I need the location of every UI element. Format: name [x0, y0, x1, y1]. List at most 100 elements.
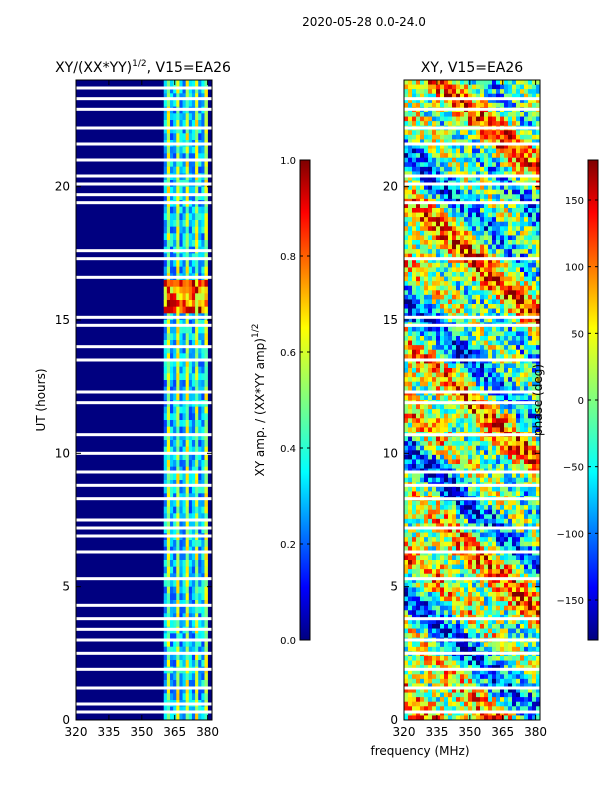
- heatmap-cell: [412, 258, 417, 264]
- heatmap-cell: [500, 235, 505, 241]
- heatmap-cell: [492, 386, 497, 392]
- heatmap-cell: [440, 464, 445, 469]
- heatmap-cell: [432, 226, 437, 232]
- heatmap-cell: [204, 686, 208, 694]
- heatmap-cell: [480, 89, 485, 95]
- heatmap-cell: [472, 354, 477, 360]
- heatmap-cell: [416, 546, 421, 552]
- heatmap-cell: [492, 413, 497, 419]
- heatmap-cell: [528, 409, 533, 415]
- heatmap-cell: [532, 171, 537, 177]
- heatmap-cell: [512, 340, 517, 346]
- heatmap-cell: [432, 116, 437, 122]
- heatmap-cell: [170, 420, 174, 427]
- heatmap-cell: [452, 249, 457, 255]
- heatmap-cell: [528, 528, 533, 533]
- heatmap-cell: [420, 93, 425, 99]
- heatmap-cell: [524, 80, 529, 85]
- heatmap-cell: [488, 363, 493, 369]
- heatmap-cell: [412, 413, 417, 419]
- heatmap-cell: [488, 258, 493, 264]
- heatmap-cell: [468, 299, 473, 305]
- heatmap-cell: [536, 304, 540, 309]
- heatmap-cell: [444, 308, 449, 314]
- heatmap-cell: [460, 500, 465, 506]
- heatmap-cell: [170, 386, 174, 394]
- heatmap-cell: [492, 368, 497, 373]
- heatmap-cell: [488, 153, 493, 159]
- x-tick-label: 365: [163, 725, 186, 739]
- heatmap-cell: [488, 294, 493, 300]
- heatmap-cell: [488, 532, 493, 538]
- heatmap-cell: [440, 441, 445, 447]
- heatmap-cell: [198, 653, 202, 661]
- heatmap-cell: [488, 427, 493, 433]
- heatmap-cell: [464, 409, 469, 415]
- heatmap-cell: [488, 422, 493, 428]
- heatmap-cell: [520, 523, 525, 529]
- heatmap-cell: [524, 368, 529, 373]
- heatmap-cell: [472, 381, 477, 387]
- heatmap-cell: [468, 372, 473, 378]
- heatmap-cell: [456, 116, 461, 122]
- heatmap-cell: [460, 505, 465, 511]
- heatmap-cell: [528, 354, 533, 360]
- heatmap-cell: [179, 153, 183, 161]
- heatmap-cell: [420, 185, 425, 191]
- heatmap-cell: [182, 360, 186, 367]
- heatmap-cell: [500, 477, 505, 483]
- heatmap-cell: [460, 299, 465, 305]
- heatmap-cell: [524, 413, 529, 419]
- heatmap-cell: [460, 258, 465, 264]
- heatmap-cell: [191, 560, 196, 567]
- heatmap-cell: [436, 459, 441, 465]
- heatmap-cell: [524, 395, 529, 401]
- heatmap-cell: [179, 446, 183, 454]
- heatmap-cell: [508, 491, 513, 497]
- heatmap-cell: [476, 130, 481, 136]
- heatmap-cell: [428, 500, 433, 506]
- heatmap-cell: [528, 445, 533, 451]
- heatmap-cell: [452, 441, 457, 447]
- heatmap-cell: [480, 290, 485, 296]
- heatmap-cell: [496, 294, 501, 300]
- heatmap-cell: [444, 336, 449, 341]
- heatmap-cell: [500, 395, 505, 401]
- heatmap-cell: [448, 235, 453, 241]
- heatmap-cell: [428, 537, 433, 543]
- heatmap-cell: [508, 217, 513, 223]
- heatmap-cell: [182, 573, 186, 581]
- heatmap-cell: [170, 366, 174, 374]
- heatmap-cell: [428, 217, 433, 223]
- heatmap-cell: [179, 620, 183, 627]
- heatmap-cell: [496, 541, 501, 547]
- heatmap-cell: [512, 500, 517, 506]
- heatmap-cell: [448, 377, 453, 383]
- heatmap-cell: [536, 336, 540, 341]
- heatmap-cell: [532, 381, 537, 387]
- heatmap-cell: [448, 121, 453, 127]
- heatmap-cell: [488, 500, 493, 506]
- heatmap-cell: [532, 308, 537, 314]
- heatmap-cell: [166, 686, 171, 694]
- heatmap-cell: [444, 395, 449, 401]
- y-tick-label: 15: [55, 313, 70, 327]
- heatmap-cell: [492, 436, 497, 442]
- heatmap-cell: [472, 208, 477, 213]
- heatmap-cell: [182, 446, 186, 454]
- heatmap-cell: [440, 345, 445, 351]
- heatmap-cell: [512, 185, 517, 191]
- data-gap-line: [76, 710, 212, 714]
- heatmap-cell: [408, 418, 413, 424]
- heatmap-cell: [532, 226, 537, 232]
- heatmap-cell: [520, 509, 525, 515]
- heatmap-cell: [428, 418, 433, 424]
- heatmap-cell: [170, 526, 174, 534]
- heatmap-cell: [484, 409, 489, 415]
- heatmap-cell: [520, 413, 525, 419]
- heatmap-cell: [468, 272, 473, 277]
- heatmap-cell: [416, 267, 421, 273]
- heatmap-cell: [484, 505, 489, 511]
- heatmap-cell: [508, 130, 513, 136]
